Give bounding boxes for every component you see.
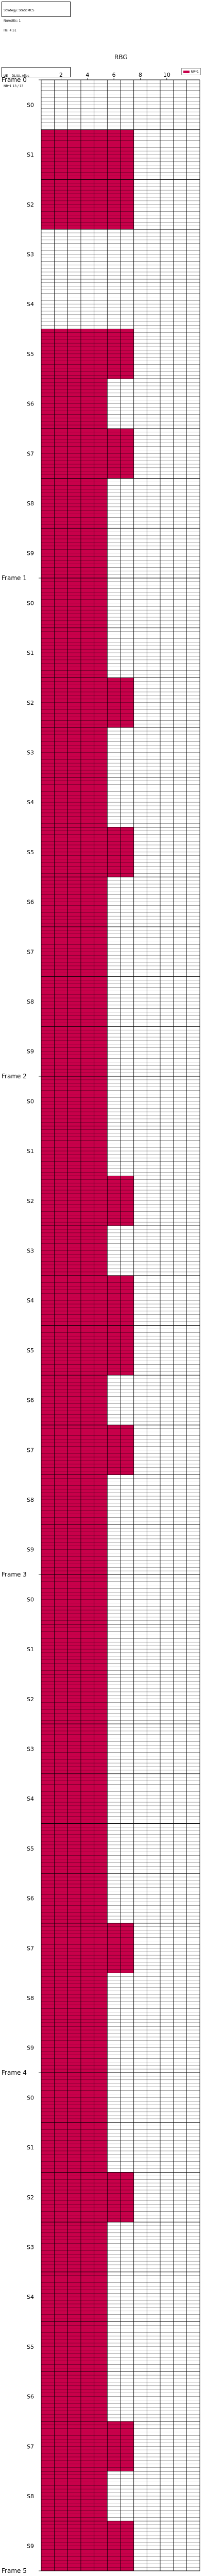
x-axis-tick-label: 8 xyxy=(139,72,142,78)
subframe-label: S5 xyxy=(27,1347,34,1354)
subframe-label: S8 xyxy=(27,500,34,507)
subframe-label: S3 xyxy=(27,1745,34,1752)
x-axis-tick-label: 4 xyxy=(85,72,89,78)
subframe-label: S0 xyxy=(27,1098,34,1105)
subframe-label: S3 xyxy=(27,2244,34,2250)
subframe-label: S7 xyxy=(27,2443,34,2450)
subframe-label: S9 xyxy=(27,2543,34,2550)
subframe-label: S5 xyxy=(27,2344,34,2350)
subframe-label: S0 xyxy=(27,101,34,108)
subframe-label: S3 xyxy=(27,251,34,258)
subframe-label: S1 xyxy=(27,650,34,656)
subframe-label: S3 xyxy=(27,1247,34,1254)
subframe-label: S0 xyxy=(27,2094,34,2101)
subframe-label: S0 xyxy=(27,600,34,606)
subframe-label: S2 xyxy=(27,1696,34,1703)
subframe-label: S1 xyxy=(27,1148,34,1155)
subframe-label: S5 xyxy=(27,1845,34,1852)
frame-label: Frame 2 xyxy=(2,1073,27,1080)
frame-label: Frame 5 xyxy=(2,2567,27,2574)
frame-label: Frame 3 xyxy=(2,1571,27,1578)
subframe-label: S7 xyxy=(27,948,34,955)
subframe-label: S4 xyxy=(27,2294,34,2300)
subframe-label: S7 xyxy=(27,450,34,457)
subframe-label: S6 xyxy=(27,899,34,906)
subframe-label: S2 xyxy=(27,1198,34,1205)
subframe-label: S6 xyxy=(27,1895,34,1902)
subframe-label: S6 xyxy=(27,2394,34,2400)
subframe-label: S6 xyxy=(27,1397,34,1404)
subframe-label: S7 xyxy=(27,1945,34,1952)
subframe-label: S5 xyxy=(27,849,34,856)
subframe-label: S9 xyxy=(27,2045,34,2052)
frame-label: Frame 4 xyxy=(2,2069,27,2076)
subframe-label: S4 xyxy=(27,1297,34,1304)
subframe-label: S0 xyxy=(27,1596,34,1603)
subframe-label: S9 xyxy=(27,1048,34,1055)
subframe-label: S4 xyxy=(27,1795,34,1802)
x-axis-tick-label: 10 xyxy=(163,72,170,78)
subframe-label: S2 xyxy=(27,2194,34,2201)
subframe-label: S2 xyxy=(27,201,34,208)
subframe-label: S5 xyxy=(27,351,34,358)
subframe-label: S8 xyxy=(27,2493,34,2500)
x-axis-tick-label: 2 xyxy=(59,72,63,78)
subframe-label: S8 xyxy=(27,1497,34,1503)
subframe-label: S3 xyxy=(27,749,34,756)
subframe-label: S1 xyxy=(27,1646,34,1653)
subframe-label: S9 xyxy=(27,1547,34,1553)
subframe-label: S6 xyxy=(27,401,34,408)
subframe-label: S8 xyxy=(27,1995,34,2002)
subframe-label: S4 xyxy=(27,301,34,308)
subframe-label: S2 xyxy=(27,700,34,706)
subframe-label: S1 xyxy=(27,2144,34,2151)
subframe-label: S4 xyxy=(27,799,34,806)
x-axis-tick-label: 6 xyxy=(112,72,116,78)
frame-label: Frame 0 xyxy=(2,76,27,83)
subframe-label: S8 xyxy=(27,998,34,1005)
subframe-label: S7 xyxy=(27,1447,34,1453)
subframe-label: S9 xyxy=(27,550,34,557)
subframe-label: S1 xyxy=(27,151,34,158)
frame-label: Frame 1 xyxy=(2,574,27,582)
